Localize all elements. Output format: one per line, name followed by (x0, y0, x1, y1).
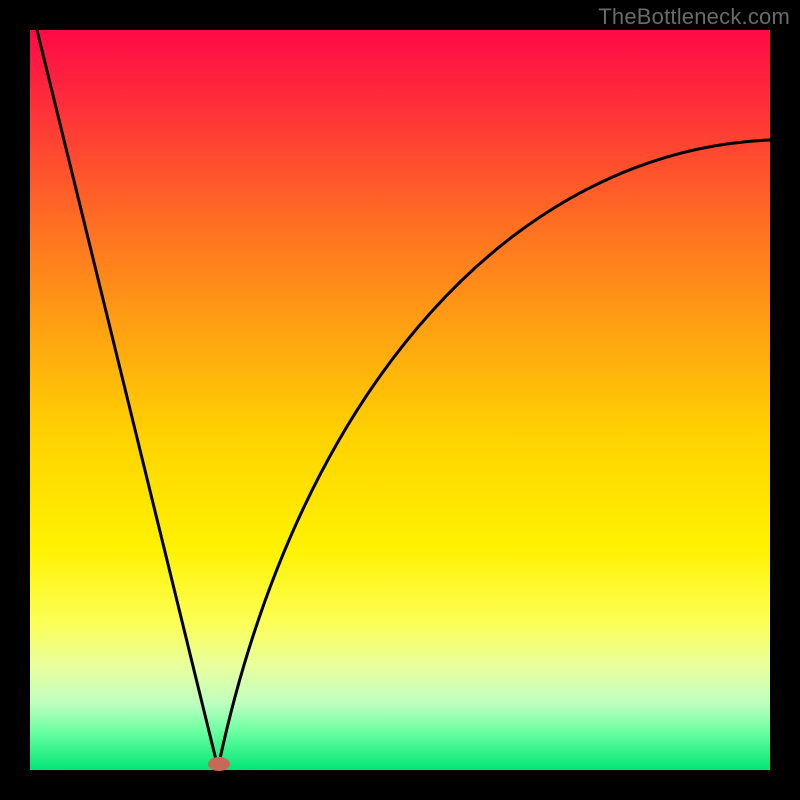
watermark-text: TheBottleneck.com (598, 4, 790, 30)
bottleneck-chart: TheBottleneck.com (0, 0, 800, 800)
chart-svg (0, 0, 800, 800)
optimal-point-marker (208, 757, 230, 771)
plot-background (30, 30, 770, 770)
